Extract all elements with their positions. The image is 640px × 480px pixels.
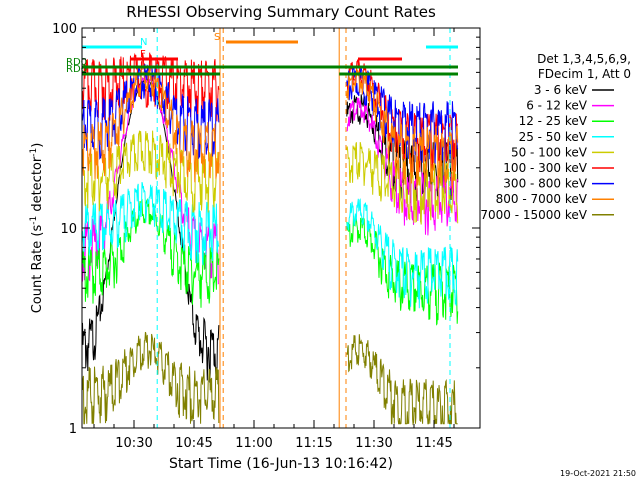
legend-entry-label: 7000 - 15000 keV (480, 208, 587, 222)
legend-entry-label: 800 - 7000 keV (496, 192, 588, 206)
flag-label-rd6: RD6 (66, 64, 87, 75)
flag-label-s: S (214, 32, 220, 43)
legend-entry-label: 3 - 6 keV (534, 83, 588, 97)
y-tick-label: 100 (52, 22, 77, 37)
legend-entry-label: 100 - 300 keV (503, 161, 587, 175)
legend-entry-label: 300 - 800 keV (503, 177, 587, 191)
series-layer (81, 52, 459, 426)
legend-header-line-2: FDecim 1, Att 0 (538, 67, 631, 81)
x-tick-label: 11:45 (415, 436, 452, 451)
y-tick-label: 10 (60, 222, 77, 237)
series-line-3 (81, 197, 459, 326)
legend-entry-label: 50 - 100 keV (511, 145, 588, 159)
series-line-4 (81, 181, 459, 309)
y-tick-label: 1 (69, 422, 77, 437)
series-line-7 (81, 64, 459, 164)
legend-entry-label: 12 - 25 keV (519, 114, 588, 128)
x-axis-label: Start Time (16-Jun-13 10:16:42) (169, 456, 393, 472)
tick-layer: 1 10 100 10:30 10:45 11:00 11:15 11:30 11:45 (52, 22, 480, 451)
legend-entry-label: 6 - 12 keV (526, 99, 588, 113)
x-tick-label: 10:45 (175, 436, 212, 451)
chart-title: RHESSI Observing Summary Count Rates (126, 3, 436, 21)
flag-label-rd0: RD0 (66, 57, 87, 68)
flag-label-f: F (140, 49, 146, 60)
x-tick-label: 11:30 (355, 436, 392, 451)
series-line-2 (81, 74, 459, 285)
series-line-8 (81, 67, 459, 190)
series-line-9 (81, 331, 458, 426)
legend: Det 1,3,4,5,6,9, FDecim 1, Att 0 3 - 6 k… (480, 52, 631, 222)
flag-label-n: N (140, 37, 147, 48)
x-tick-label: 11:15 (295, 436, 332, 451)
legend-header-line-1: Det 1,3,4,5,6,9, (537, 52, 631, 66)
legend-entry-label: 25 - 50 keV (519, 130, 588, 144)
x-tick-label: 10:30 (115, 436, 152, 451)
generation-timestamp: 19-Oct-2021 21:50 (560, 469, 636, 478)
x-tick-label: 11:00 (235, 436, 272, 451)
y-axis-label: Count Rate (s-1 detector-1) (29, 143, 45, 314)
